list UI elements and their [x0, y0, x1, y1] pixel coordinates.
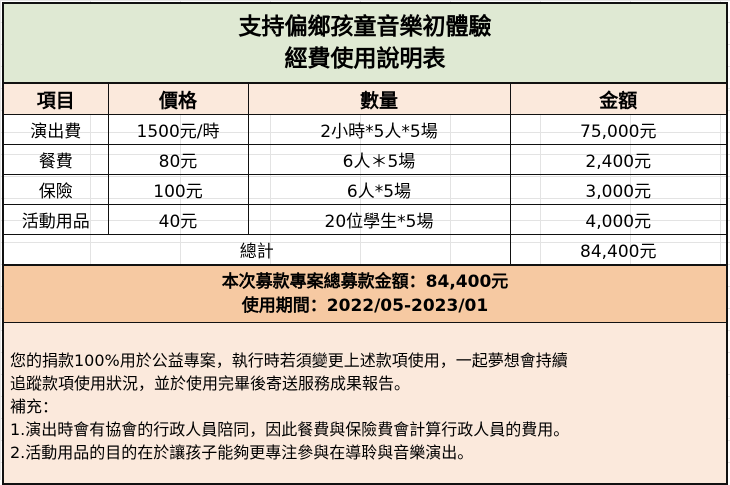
table-row: 演出費 1500元/時 2小時*5人*5場 75,000元	[4, 114, 726, 145]
cell-item: 活動用品	[4, 204, 109, 235]
header-quantity: 數量	[247, 84, 511, 115]
cell-item: 保險	[4, 174, 109, 205]
header-price: 價格	[107, 84, 249, 115]
note-supplement-heading: 補充：	[10, 397, 59, 416]
cell-item: 餐費	[4, 144, 109, 175]
note-line: 追蹤款項使用狀況，並於使用完畢後寄送服務成果報告。	[10, 374, 411, 393]
cell-quantity: 20位學生*5場	[247, 204, 511, 235]
cell-amount: 3,000元	[509, 174, 726, 205]
note-line: 您的捐款100%用於公益專案，執行時若須變更上述款項使用，一起夢想會持續	[10, 351, 568, 370]
total-label: 總計	[4, 234, 511, 265]
table-row: 活動用品 40元 20位學生*5場 4,000元	[4, 204, 726, 235]
summary-usage-period: 使用期間：2022/05-2023/01	[241, 296, 489, 316]
total-amount: 84,400元	[509, 234, 726, 265]
table-row: 保險 100元 6人*5場 3,000元	[4, 174, 726, 205]
cell-quantity: 6人*5場	[247, 174, 511, 205]
fundraising-summary: 本次募款專案總募款金額：84,400元 使用期間：2022/05-2023/01	[4, 265, 726, 323]
cell-price: 100元	[107, 174, 249, 205]
note-line: 2.活動用品的目的在於讓孩子能夠更專注參與在導聆與音樂演出。	[10, 443, 474, 462]
total-row: 總計 84,400元	[4, 234, 726, 265]
cell-price: 80元	[107, 144, 249, 175]
cell-amount: 75,000元	[509, 114, 726, 145]
header-amount: 金額	[509, 84, 726, 115]
header-item: 項目	[4, 84, 109, 115]
cell-quantity: 2小時*5人*5場	[247, 114, 511, 145]
title-line-1: 支持偏鄉孩童音樂初體驗	[238, 14, 492, 40]
title-line-2: 經費使用說明表	[284, 46, 446, 72]
note-line: 1.演出時會有協會的行政人員陪同，因此餐費與保險費會計算行政人員的費用。	[10, 420, 570, 439]
cell-amount: 4,000元	[509, 204, 726, 235]
table-row: 餐費 80元 6人＊5場 2,400元	[4, 144, 726, 175]
cell-quantity: 6人＊5場	[247, 144, 511, 175]
table-header-row: 項目 價格 數量 金額	[4, 84, 726, 115]
summary-total-goal: 本次募款專案總募款金額：84,400元	[221, 272, 509, 292]
cell-amount: 2,400元	[509, 144, 726, 175]
expense-table: 項目 價格 數量 金額 演出費 1500元/時 2小時*5人*5場 75,000…	[4, 84, 726, 265]
document-title: 支持偏鄉孩童音樂初體驗 經費使用說明表	[4, 4, 726, 84]
notes-section: 您的捐款100%用於公益專案，執行時若須變更上述款項使用，一起夢想會持續 追蹤款…	[4, 323, 726, 485]
cell-price: 1500元/時	[107, 114, 249, 145]
cell-price: 40元	[107, 204, 249, 235]
cell-item: 演出費	[4, 114, 109, 145]
